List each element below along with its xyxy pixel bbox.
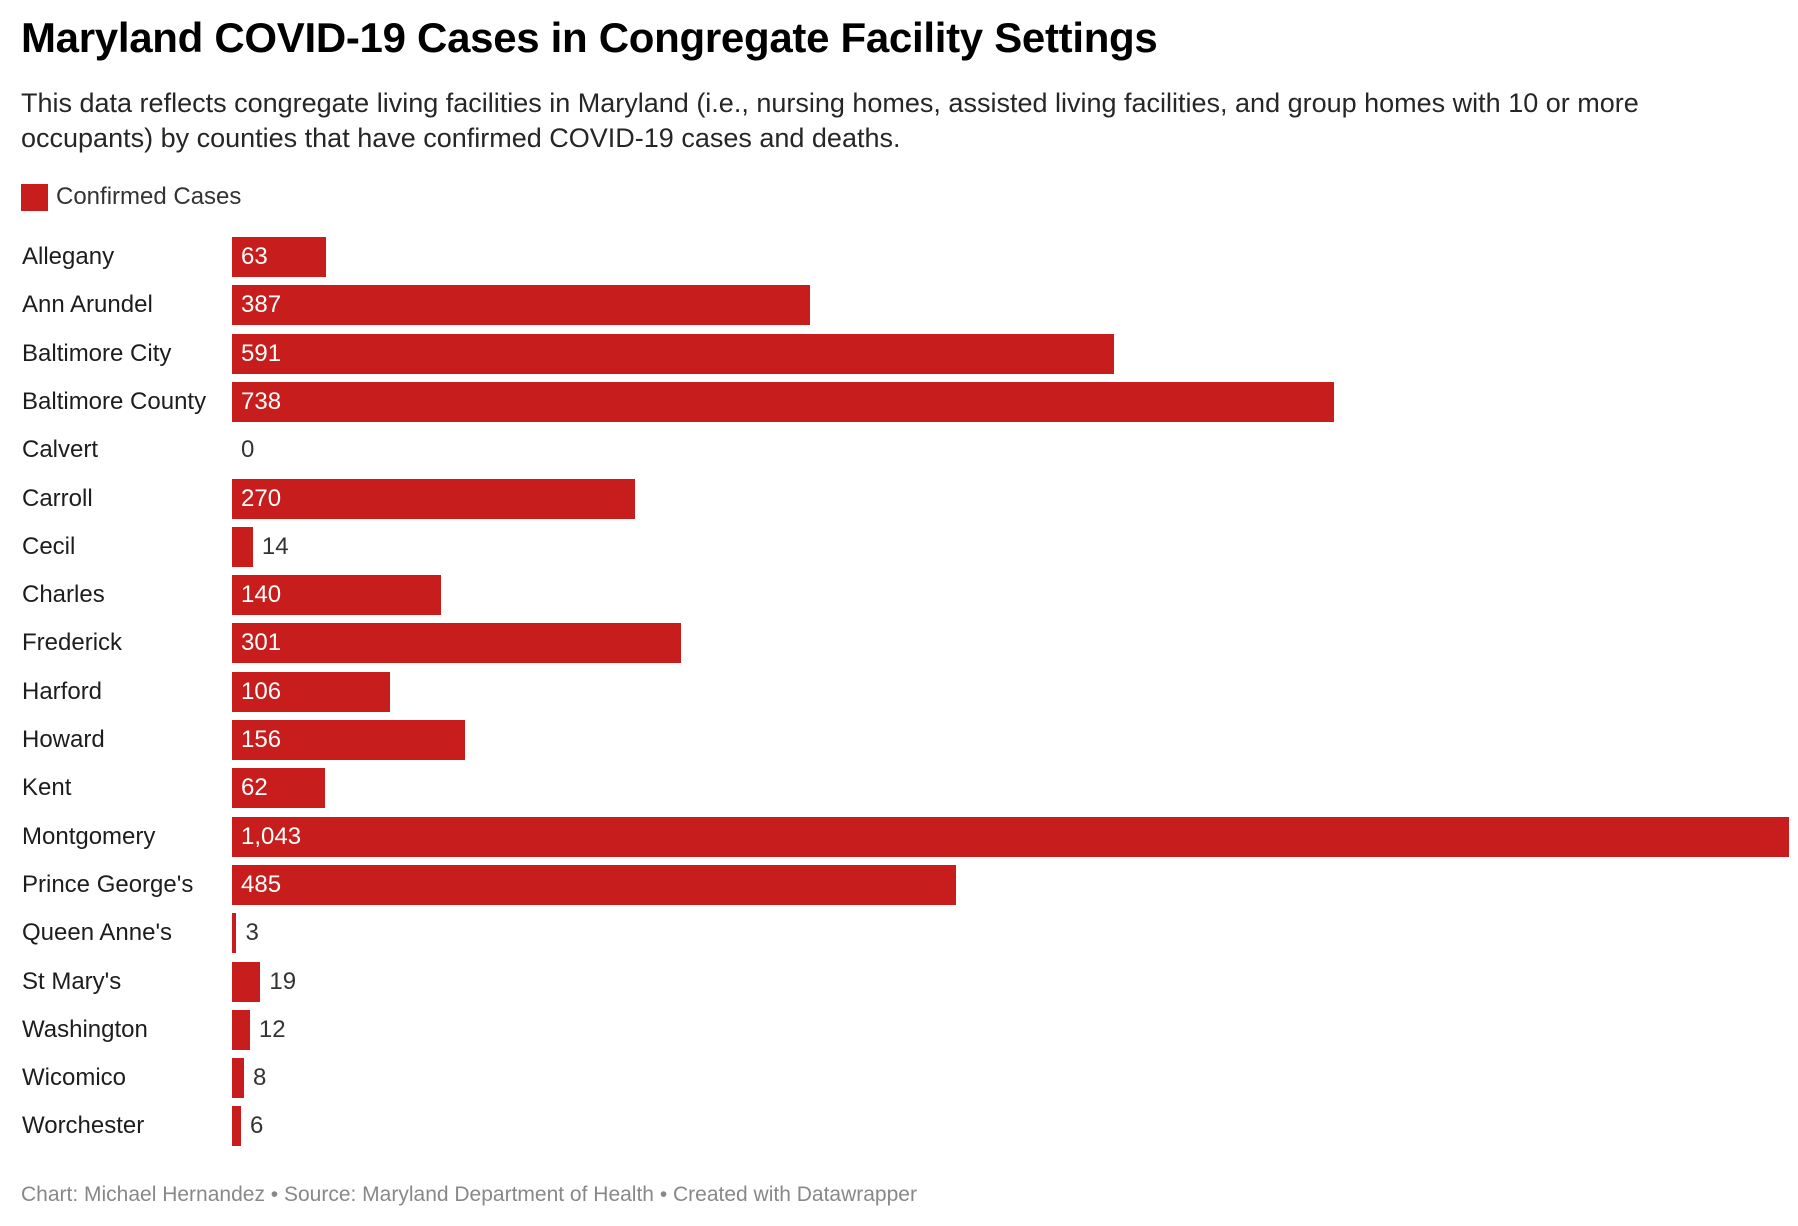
chart-footer: Chart: Michael Hernandez • Source: Maryl… xyxy=(21,1183,917,1206)
value-label: 6 xyxy=(249,1112,264,1140)
bar xyxy=(232,1058,244,1099)
bar-row: Ann Arundel 387 xyxy=(0,281,1798,329)
category-label: Washington xyxy=(22,1015,148,1043)
legend: Confirmed Cases xyxy=(21,182,241,212)
category-label: Baltimore County xyxy=(22,387,207,415)
bar xyxy=(232,961,261,1002)
bar-row: Allegany 63 xyxy=(0,233,1798,281)
value-label: 19 xyxy=(269,967,297,995)
bar xyxy=(232,575,441,616)
bar-row: Cecil 14 xyxy=(0,523,1798,571)
value-label: 8 xyxy=(252,1064,267,1092)
category-label: Frederick xyxy=(22,629,123,657)
legend-label: Confirmed Cases xyxy=(56,183,242,210)
category-label: Ann Arundel xyxy=(22,291,153,319)
bar-row: Kent 62 xyxy=(0,764,1798,812)
bar-row: Baltimore City 591 xyxy=(0,330,1798,378)
bar-row: Worchester 6 xyxy=(0,1102,1798,1150)
bar xyxy=(232,1106,241,1147)
bar-row: Montgomery 1,043 xyxy=(0,813,1798,861)
category-label: Worchester xyxy=(22,1112,145,1140)
category-label: Charles xyxy=(22,581,105,609)
bar-row: Prince George's 485 xyxy=(0,861,1798,909)
category-label: Allegany xyxy=(22,243,115,270)
category-label: Carroll xyxy=(22,484,93,512)
value-label: 387 xyxy=(241,291,282,319)
bar-row: Baltimore County 738 xyxy=(0,378,1798,426)
value-label: 1,043 xyxy=(241,822,302,850)
category-label: Kent xyxy=(22,774,72,802)
category-label: Wicomico xyxy=(22,1064,127,1092)
bar xyxy=(232,526,253,567)
bar xyxy=(232,285,810,326)
value-label: 3 xyxy=(245,919,259,947)
bar xyxy=(232,864,956,905)
bar xyxy=(232,237,327,277)
legend-swatch xyxy=(21,183,48,211)
bar-row: Harford 106 xyxy=(0,668,1798,716)
bar-row: Frederick 301 xyxy=(0,619,1798,667)
bar xyxy=(232,816,1789,857)
value-label: 485 xyxy=(241,870,282,898)
bar xyxy=(232,623,682,664)
bar-row: Wicomico 8 xyxy=(0,1054,1798,1102)
value-label: 62 xyxy=(241,774,268,802)
category-label: St Mary's xyxy=(22,967,122,995)
value-label: 156 xyxy=(241,726,282,753)
bar xyxy=(232,720,465,760)
value-label: 63 xyxy=(241,243,268,270)
bar-row: Calvert 0 xyxy=(0,426,1798,474)
category-label: Queen Anne's xyxy=(22,919,173,947)
bar-row: Washington 12 xyxy=(0,1006,1798,1054)
bar-row: St Mary's 19 xyxy=(0,958,1798,1006)
value-label: 140 xyxy=(241,581,282,609)
value-label: 738 xyxy=(241,387,282,415)
category-label: Montgomery xyxy=(22,822,156,850)
value-label: 0 xyxy=(241,436,255,464)
category-label: Prince George's xyxy=(22,870,194,898)
bar xyxy=(232,768,325,809)
bar-row: Howard 156 xyxy=(0,716,1798,764)
category-label: Calvert xyxy=(22,436,99,464)
bar xyxy=(232,333,1115,374)
chart-title: Maryland COVID-19 Cases in Congregate Fa… xyxy=(21,14,1158,61)
category-label: Harford xyxy=(22,677,103,705)
value-label: 12 xyxy=(258,1015,286,1043)
bar-row: Queen Anne's 3 xyxy=(0,909,1798,957)
value-label: 301 xyxy=(241,629,282,657)
value-label: 106 xyxy=(241,677,282,705)
category-label: Baltimore City xyxy=(22,339,172,367)
category-label: Cecil xyxy=(22,532,76,560)
value-label: 270 xyxy=(241,484,282,512)
bar xyxy=(232,381,1334,422)
bar xyxy=(232,913,237,954)
bar-row: Charles 140 xyxy=(0,571,1798,619)
chart-subtitle: This data reflects congregate living fac… xyxy=(21,88,1639,153)
bar-row: Carroll 270 xyxy=(0,475,1798,523)
bar xyxy=(232,478,636,519)
bar xyxy=(232,671,391,712)
value-label: 591 xyxy=(241,339,282,367)
category-label: Howard xyxy=(22,726,105,753)
bar xyxy=(232,1009,250,1050)
value-label: 14 xyxy=(261,532,289,560)
